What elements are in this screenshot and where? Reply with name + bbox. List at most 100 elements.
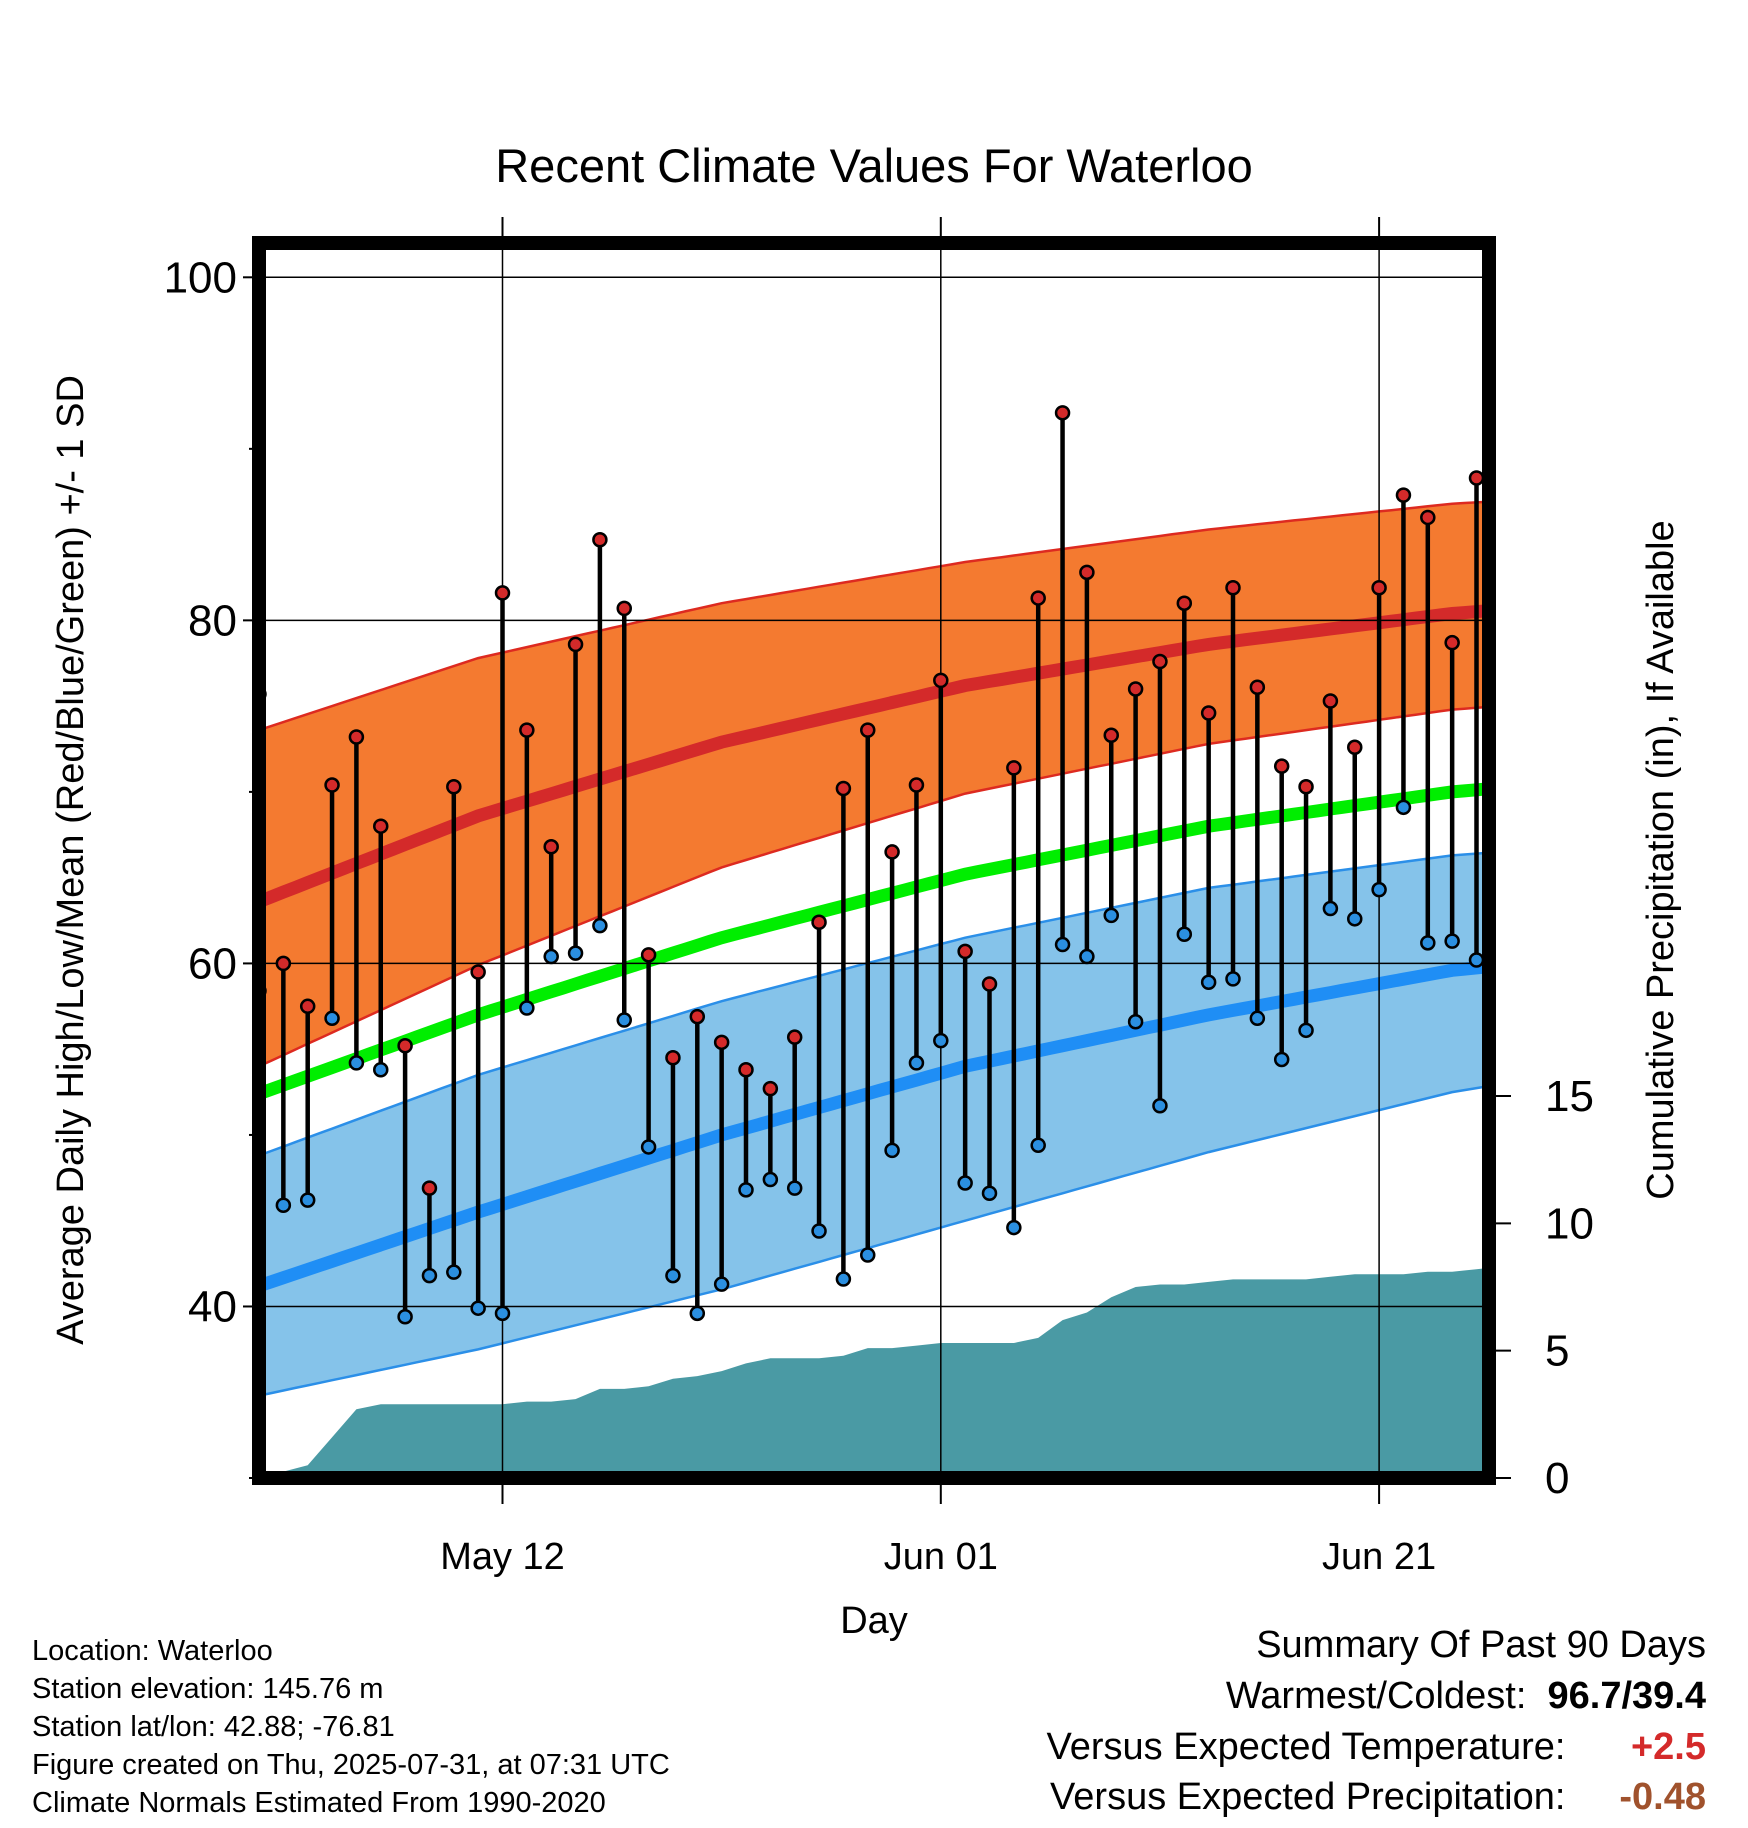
low-point	[324, 1010, 340, 1027]
y2-tick-label: 10	[1545, 1199, 1594, 1248]
low-point	[640, 1139, 657, 1155]
low-point	[957, 1175, 973, 1191]
high-point	[1079, 564, 1095, 581]
plot-frame	[252, 236, 1496, 1485]
low-point	[1494, 708, 1507, 721]
low-point	[470, 1300, 486, 1316]
normals-text: Climate Normals Estimated From 1990-2020	[32, 1787, 606, 1819]
high-point	[1249, 679, 1266, 696]
high-point	[1030, 590, 1046, 606]
high-point	[1616, 734, 1629, 747]
warm-cold-label: Warmest/Coldest:	[1225, 1675, 1527, 1717]
low-point	[908, 1055, 925, 1071]
low-point	[1006, 1219, 1022, 1236]
low-point	[1592, 893, 1605, 906]
high-point	[397, 1038, 413, 1054]
low-point	[762, 1171, 779, 1188]
high-point	[470, 964, 486, 980]
high-point	[811, 914, 827, 930]
high-point	[616, 600, 632, 617]
low-point	[1395, 799, 1412, 816]
elevation-text: Station elevation: 145.76 m	[32, 1673, 384, 1705]
high-point	[1273, 758, 1290, 774]
low-point	[616, 1012, 632, 1028]
low-point	[981, 1185, 998, 1202]
high-point	[1054, 405, 1071, 421]
high-point	[373, 818, 389, 834]
high-point	[1347, 739, 1363, 756]
low-point	[1054, 936, 1071, 953]
low-point	[1616, 893, 1629, 906]
high-point	[324, 777, 340, 793]
low-point	[519, 1000, 535, 1016]
high-point	[1225, 580, 1241, 596]
high-point	[1640, 441, 1653, 454]
warm-cold-value: 96.7/39.4	[1547, 1675, 1706, 1717]
high-point	[1738, 540, 1748, 553]
low-point	[1030, 1137, 1046, 1153]
low-point	[1347, 911, 1363, 927]
low-point	[275, 1197, 292, 1214]
summary-warm-cold: Warmest/Coldest: 96.7/39.4	[1226, 1675, 1706, 1718]
low-point	[713, 1276, 730, 1292]
plot-area	[259, 243, 1748, 1478]
high-point	[689, 1008, 706, 1025]
high-point	[1152, 653, 1168, 670]
high-point	[299, 998, 316, 1015]
low-point	[1444, 933, 1460, 949]
y-tick-label: 100	[164, 253, 237, 302]
low-point	[1519, 765, 1532, 778]
high-point	[1322, 693, 1339, 709]
high-point	[446, 778, 462, 795]
high-point	[275, 955, 292, 972]
low-point	[397, 1309, 413, 1325]
temp-label: Versus Expected Temperature:	[1046, 1726, 1566, 1768]
high-point	[1103, 727, 1119, 744]
location-text: Location: Waterloo	[32, 1635, 273, 1667]
created-text: Figure created on Thu, 2025-07-31, at 07…	[32, 1749, 670, 1781]
high-point	[1519, 327, 1532, 340]
high-point	[348, 729, 365, 745]
high-point	[567, 636, 584, 653]
y-tick-label: 60	[188, 939, 237, 988]
x-tick-label: May 12	[440, 1536, 565, 1578]
x-tick-label: Jun 01	[884, 1536, 998, 1578]
high-point	[494, 585, 511, 601]
low-point	[567, 945, 584, 961]
low-sd-lower-line	[259, 1084, 1489, 1397]
low-point	[1714, 784, 1727, 797]
low-point	[860, 1247, 876, 1263]
high-point	[640, 947, 657, 963]
low-point	[786, 1180, 803, 1196]
low-point	[738, 1182, 754, 1198]
low-point	[1322, 900, 1339, 917]
high-point	[543, 839, 559, 855]
y2-tick-label: 0	[1545, 1454, 1569, 1503]
low-point	[1079, 948, 1095, 965]
temp-value: +2.5	[1630, 1726, 1706, 1768]
high-point	[1689, 441, 1702, 454]
low-point	[1273, 1051, 1290, 1068]
high-point	[1371, 580, 1387, 596]
summary-precip: Versus Expected Precipitation: -0.48	[1050, 1776, 1706, 1819]
low-point	[592, 917, 608, 934]
y-tick-label: 80	[188, 596, 237, 645]
low-point	[1152, 1098, 1168, 1114]
high-point	[884, 844, 900, 860]
low-point	[348, 1055, 365, 1071]
high-point	[1006, 760, 1022, 776]
y2-axis-label: Cumulative Precipitation (in), If Availa…	[1640, 520, 1682, 1199]
latlon-text: Station lat/lon: 42.88; -76.81	[32, 1711, 395, 1743]
high-point	[1444, 634, 1460, 651]
high-point	[1543, 341, 1556, 354]
high-point	[519, 722, 535, 738]
high-point	[1592, 753, 1605, 766]
low-point	[665, 1267, 681, 1284]
high-point	[762, 1080, 779, 1097]
y-axis-label: Average Daily High/Low/Mean (Red/Blue/Gr…	[50, 375, 92, 1345]
low-point	[1200, 974, 1217, 991]
low-point	[1738, 849, 1748, 862]
low-sd-band	[259, 852, 1489, 1396]
high-point	[592, 531, 608, 548]
